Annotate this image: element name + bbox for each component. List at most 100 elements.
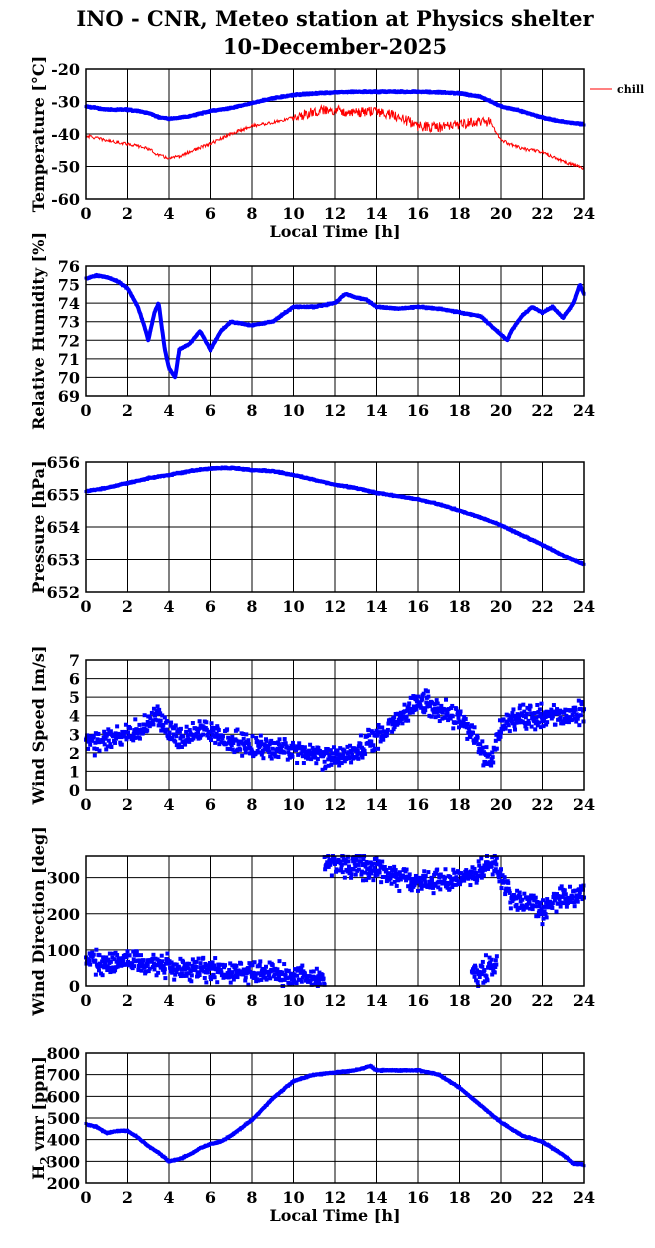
data-point <box>502 524 506 528</box>
data-point <box>465 721 470 726</box>
data-point <box>225 323 229 327</box>
data-point <box>434 698 439 703</box>
data-point <box>87 105 91 109</box>
data-point <box>243 978 248 983</box>
data-point <box>149 1147 153 1151</box>
data-point <box>450 882 455 887</box>
data-point <box>129 291 133 295</box>
data-point <box>521 1134 525 1138</box>
data-point <box>114 484 118 488</box>
data-point <box>195 467 199 471</box>
data-point <box>272 320 276 324</box>
data-point <box>260 99 264 103</box>
data-point <box>575 290 579 294</box>
data-point <box>245 323 249 327</box>
data-point <box>471 313 475 317</box>
data-point <box>454 508 458 512</box>
data-point <box>134 480 138 484</box>
data-point <box>97 108 101 112</box>
data-point <box>376 305 380 309</box>
data-point <box>110 951 115 956</box>
data-point <box>153 717 158 722</box>
data-point <box>290 473 294 477</box>
data-point <box>201 965 206 970</box>
data-point <box>275 469 279 473</box>
data-point <box>212 963 217 968</box>
data-point <box>340 756 345 761</box>
data-point <box>238 747 243 752</box>
data-point <box>380 874 385 879</box>
data-point <box>551 895 556 900</box>
data-point <box>147 111 151 115</box>
data-point <box>351 485 355 489</box>
data-point <box>218 329 222 333</box>
data-point <box>539 701 544 706</box>
data-point <box>436 885 441 890</box>
data-point <box>568 899 573 904</box>
data-point <box>140 727 145 732</box>
data-point <box>492 327 496 331</box>
data-point <box>142 713 147 718</box>
data-point <box>522 891 527 896</box>
data-point <box>267 960 272 965</box>
data-point <box>257 322 261 326</box>
x-tick-label: 24 <box>573 401 595 420</box>
data-point <box>534 539 538 543</box>
data-point <box>347 871 352 876</box>
data-point <box>250 734 255 739</box>
data-point <box>557 552 561 556</box>
data-point <box>257 469 261 473</box>
data-point <box>403 306 407 310</box>
data-point <box>443 707 448 712</box>
data-point <box>453 92 457 96</box>
data-point <box>253 468 257 472</box>
data-point <box>108 959 113 964</box>
data-point <box>514 720 519 725</box>
data-point <box>202 1145 206 1149</box>
data-point <box>407 710 412 715</box>
data-point <box>376 492 380 496</box>
data-point <box>222 108 226 112</box>
data-point <box>373 869 378 874</box>
data-point <box>422 877 427 882</box>
data-point <box>213 109 217 113</box>
data-point <box>206 966 211 971</box>
data-point <box>340 90 344 94</box>
data-point <box>243 323 247 327</box>
data-point <box>200 1145 204 1149</box>
data-point <box>109 1130 113 1134</box>
data-point <box>542 1142 546 1146</box>
data-point <box>458 92 461 96</box>
data-point <box>258 99 262 103</box>
data-point <box>180 346 184 350</box>
data-point <box>345 869 350 874</box>
data-point <box>316 303 320 307</box>
data-point <box>574 122 578 126</box>
data-point <box>349 760 354 765</box>
data-point <box>151 722 156 727</box>
data-point <box>137 722 142 727</box>
data-point <box>234 963 239 968</box>
data-point <box>529 893 534 898</box>
data-point <box>263 743 268 748</box>
x-tick-label: 10 <box>282 204 304 223</box>
data-point <box>458 309 461 313</box>
data-point <box>542 115 546 119</box>
data-point <box>170 473 174 477</box>
y-tick-label: -30 <box>51 93 80 112</box>
data-point <box>506 723 511 728</box>
data-point <box>500 873 505 878</box>
data-point <box>139 479 143 483</box>
data-point <box>375 492 378 496</box>
data-point <box>237 105 241 109</box>
data-point <box>117 108 121 112</box>
data-point <box>348 1069 352 1073</box>
data-point <box>541 724 546 729</box>
data-point <box>340 870 345 875</box>
data-point <box>389 881 394 886</box>
data-point <box>158 718 163 723</box>
data-point <box>461 91 465 95</box>
data-point <box>400 721 405 726</box>
data-point <box>391 495 395 499</box>
data-point <box>383 90 387 94</box>
